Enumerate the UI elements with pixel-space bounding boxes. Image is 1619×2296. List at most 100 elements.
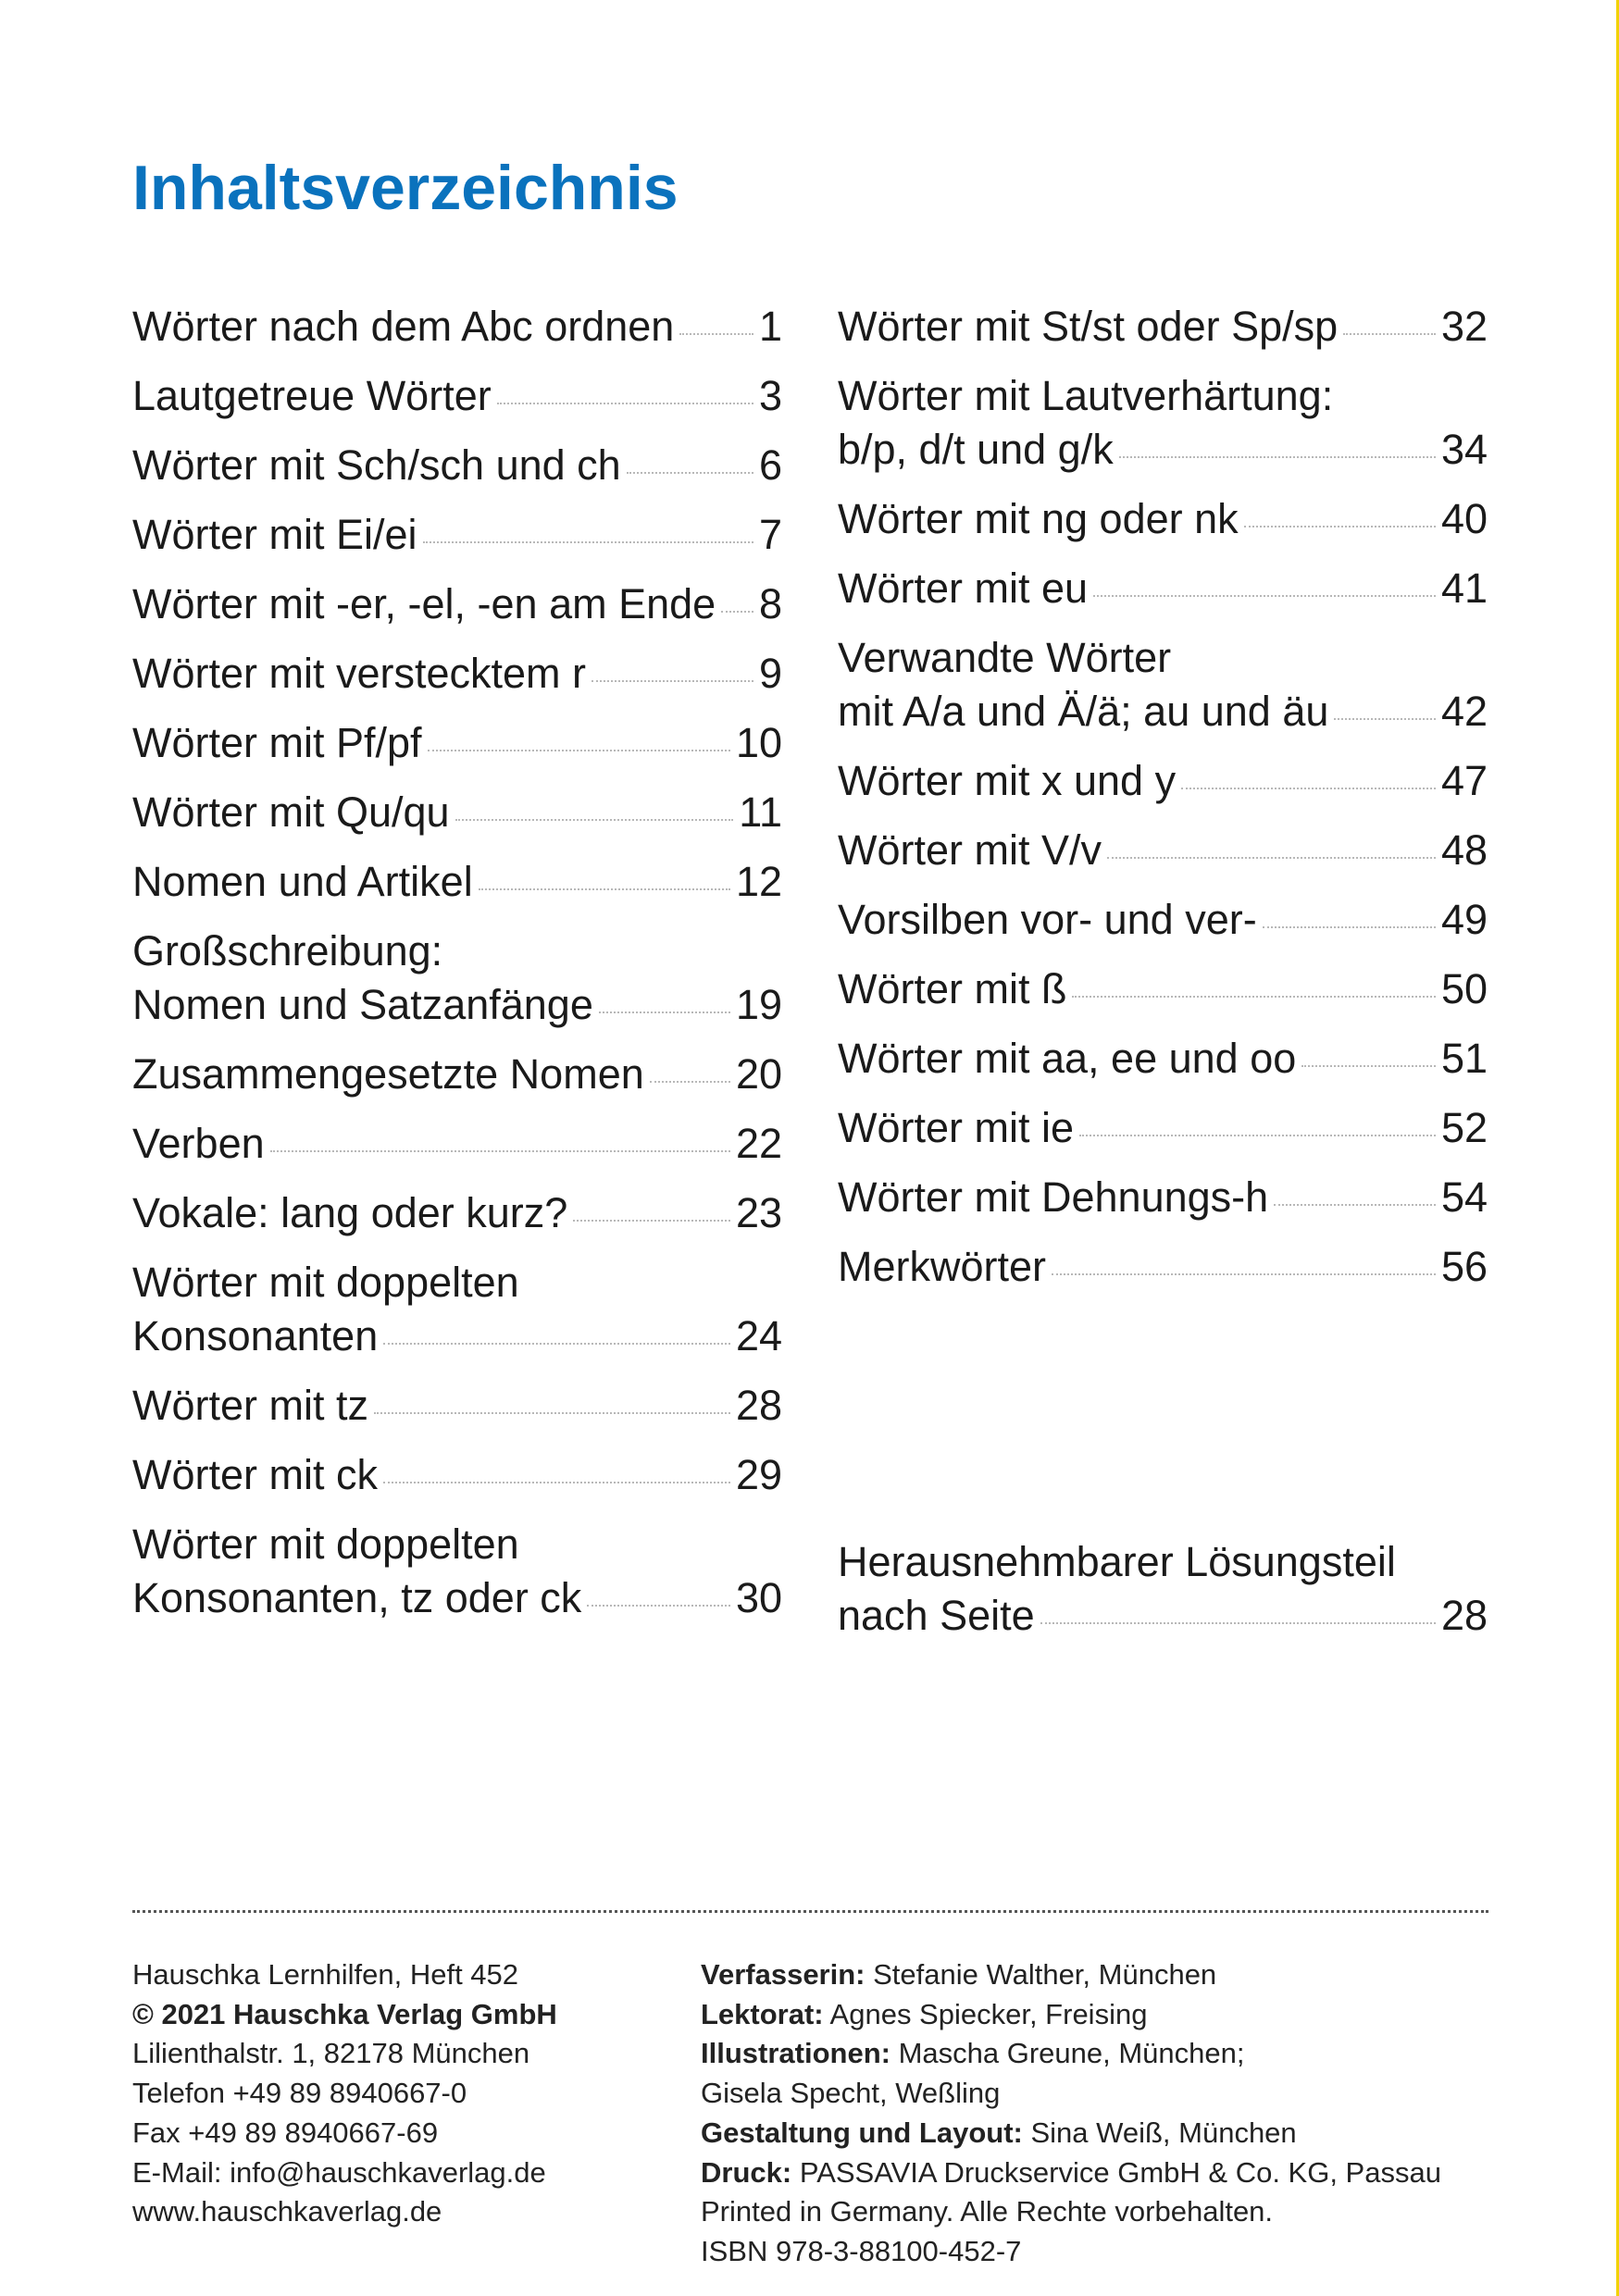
toc-entry-row: Vorsilben vor- und ver- 49	[838, 893, 1488, 947]
toc-page-number: 48	[1440, 826, 1488, 874]
dot-leader	[1274, 1204, 1436, 1206]
imprint-text: Printed in Germany. Alle Rechte vorbehal…	[701, 2195, 1274, 2228]
toc-entry-title: Zusammengesetzte Nomen	[132, 1050, 644, 1098]
toc-entry-title: Wörter mit V/v	[838, 826, 1102, 874]
toc-entry-row: Wörter mit ie 52	[838, 1101, 1488, 1155]
toc-entry-title: Wörter mit eu	[838, 565, 1089, 612]
dot-leader	[1040, 1622, 1436, 1624]
toc-entry-title: Verwandte Wörter	[838, 634, 1172, 681]
toc-entry[interactable]: Wörter mit ck 29	[132, 1448, 782, 1502]
toc-page-number: 3	[758, 372, 782, 419]
toc-page-number: 41	[1440, 565, 1488, 612]
toc-page-number: 10	[735, 719, 782, 766]
toc-entry[interactable]: Merkwörter 56	[838, 1240, 1488, 1294]
toc-entry[interactable]: Wörter mit Dehnungs-h 54	[838, 1171, 1488, 1224]
imprint-label: Illustrationen:	[701, 2037, 890, 2070]
toc-entry[interactable]: Verwandte Wörter mit A/a und Ä/ä; au und …	[838, 631, 1488, 738]
toc-entry[interactable]: Wörter mit ie 52	[838, 1101, 1488, 1155]
toc-entry-row: Vokale: lang oder kurz? 23	[132, 1186, 782, 1240]
toc-entry[interactable]: Zusammengesetzte Nomen 20	[132, 1048, 782, 1101]
toc-entry[interactable]: Wörter mit Pf/pf 10	[132, 716, 782, 770]
dot-leader	[1243, 526, 1436, 527]
toc-page-number: 22	[735, 1120, 782, 1167]
toc-entry[interactable]: Wörter mit eu 41	[838, 562, 1488, 615]
toc-entry[interactable]: Wörter nach dem Abc ordnen 1	[132, 300, 782, 354]
toc-page-number: 34	[1440, 426, 1488, 473]
toc-entry-title: Wörter mit Pf/pf	[132, 719, 422, 766]
toc-entry[interactable]: Wörter mit x und y 47	[838, 754, 1488, 808]
toc-entry-row: Nomen und Artikel 12	[132, 855, 782, 909]
toc-entry-title: Großschreibung:	[132, 927, 443, 974]
toc-entry[interactable]: Wörter mit St/st oder Sp/sp 32	[838, 300, 1488, 354]
toc-entry[interactable]: Wörter mit doppelten Konsonanten 24	[132, 1256, 782, 1363]
toc-entry[interactable]: Wörter mit Lautverhärtung: b/p, d/t und g…	[838, 369, 1488, 477]
toc-entry[interactable]: Verben 22	[132, 1117, 782, 1171]
toc-page-number: 40	[1440, 495, 1488, 542]
toc-entry-title: Wörter mit aa, ee und oo	[838, 1035, 1297, 1082]
toc-entry[interactable]: Wörter mit ß 50	[838, 962, 1488, 1016]
toc-entry-row: Wörter nach dem Abc ordnen 1	[132, 300, 782, 354]
toc-entry[interactable]: Großschreibung: Nomen und Satzanfänge 19	[132, 925, 782, 1032]
dot-leader	[1052, 1273, 1436, 1275]
imprint-label: © 2021 Hauschka Verlag GmbH	[132, 1997, 557, 2030]
toc-entry[interactable]: Wörter mit aa, ee und oo 51	[838, 1032, 1488, 1086]
toc-entry[interactable]: Wörter mit Sch/sch und ch 6	[132, 439, 782, 492]
dot-leader	[679, 333, 753, 335]
toc-entry[interactable]: Vokale: lang oder kurz? 23	[132, 1186, 782, 1240]
dot-leader	[496, 403, 753, 404]
imprint-label: Druck:	[701, 2155, 792, 2189]
imprint-text: www.hauschkaverlag.de	[132, 2195, 442, 2228]
toc-entry[interactable]: Vorsilben vor- und ver- 49	[838, 893, 1488, 947]
toc-page-number: 6	[758, 441, 782, 489]
toc-entry-title: Vorsilben vor- und ver-	[838, 896, 1257, 943]
toc-entry-row: Wörter mit ck 29	[132, 1448, 782, 1502]
dot-leader	[1301, 1065, 1436, 1067]
toc-entry-row: mit A/a und Ä/ä; au und äu 42	[838, 685, 1488, 738]
toc-page-number: 12	[735, 858, 782, 905]
toc-entry[interactable]: Wörter mit doppelten Konsonanten, tz oder…	[132, 1518, 782, 1625]
dot-leader	[626, 472, 753, 474]
toc-entry[interactable]: Herausnehmbarer Lösungsteil nach Seite 28	[838, 1535, 1488, 1643]
toc-entry-title: Wörter mit Ei/ei	[132, 511, 417, 558]
toc-page-number: 11	[739, 788, 782, 836]
toc-entry-row: nach Seite 28	[838, 1589, 1488, 1643]
toc-page-number: 24	[735, 1312, 782, 1359]
toc-entry[interactable]: Wörter mit tz 28	[132, 1379, 782, 1433]
dot-leader	[598, 1011, 730, 1013]
toc-page-number: 49	[1440, 896, 1488, 943]
imprint-text: Gisela Specht, Weßling	[701, 2077, 1001, 2110]
toc-entry[interactable]: Wörter mit verstecktem r 9	[132, 647, 782, 701]
toc-entry-title: Wörter mit x und y	[838, 757, 1177, 804]
toc-entry-row: Wörter mit aa, ee und oo 51	[838, 1032, 1488, 1086]
dot-leader	[478, 888, 730, 890]
toc-entry[interactable]: Wörter mit V/v 48	[838, 824, 1488, 877]
toc-entry-row: Wörter mit Qu/qu 11	[132, 786, 782, 839]
imprint-line: Lektorat: Agnes Spiecker, Freising	[701, 1995, 1441, 2035]
toc-entry-title: Wörter mit doppelten	[132, 1259, 519, 1306]
toc-entry[interactable]: Wörter mit ng oder nk 40	[838, 492, 1488, 546]
toc-entry[interactable]: Wörter mit -er, -el, -en am Ende 8	[132, 577, 782, 631]
toc-entry-title: Wörter mit ie	[838, 1104, 1075, 1151]
toc-entry-row: Verben 22	[132, 1117, 782, 1171]
toc-entry-row: Nomen und Satzanfänge 19	[132, 978, 782, 1032]
toc-entry-title: Wörter mit ng oder nk	[838, 495, 1239, 542]
toc-entry[interactable]: Wörter mit Ei/ei 7	[132, 508, 782, 562]
imprint-line: Lilienthalstr. 1, 82178 München	[132, 2034, 557, 2074]
dot-leader	[1343, 333, 1436, 335]
toc-entry-title: Wörter nach dem Abc ordnen	[132, 303, 675, 350]
toc-entry[interactable]: Nomen und Artikel 12	[132, 855, 782, 909]
toc-entry-title: Wörter mit St/st oder Sp/sp	[838, 303, 1339, 350]
dot-leader	[1107, 857, 1436, 859]
toc-entry[interactable]: Wörter mit Qu/qu 11	[132, 786, 782, 839]
toc-page-number: 23	[735, 1189, 782, 1236]
imprint-label: Verfasserin:	[701, 1958, 866, 1991]
imprint-text: Hauschka Lernhilfen, Heft 452	[132, 1958, 519, 1991]
imprint-text: Agnes Spiecker, Freising	[823, 1997, 1148, 2030]
toc-entry-title: Wörter mit tz	[132, 1382, 368, 1429]
dot-leader	[1079, 1135, 1436, 1136]
dot-leader	[455, 819, 734, 821]
toc-entry-row: Wörter mit ß 50	[838, 962, 1488, 1016]
toc-entry[interactable]: Lautgetreue Wörter 3	[132, 369, 782, 423]
imprint-publisher: Hauschka Lernhilfen, Heft 452 © 2021 Haus…	[132, 1955, 557, 2232]
toc-entry-row: Wörter mit x und y 47	[838, 754, 1488, 808]
